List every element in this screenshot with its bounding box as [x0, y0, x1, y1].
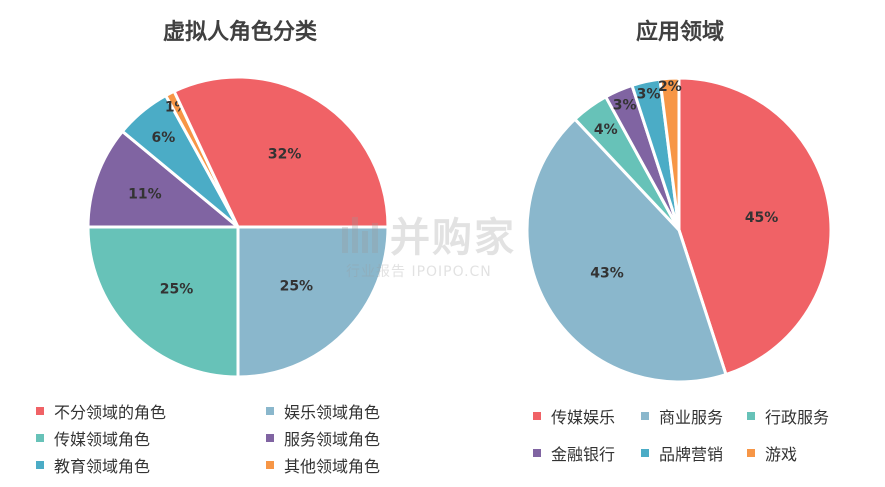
legend-swatch [36, 434, 44, 442]
legend-swatch [36, 461, 44, 469]
legend-item: 品牌营销 [641, 441, 723, 465]
data-label-right-4: 3% [637, 87, 661, 103]
legend-swatch [747, 412, 755, 420]
chart-title-right: 应用领域 [635, 20, 724, 45]
legend-swatch [36, 407, 44, 415]
data-label-left-5: 32% [268, 147, 302, 163]
legend-label: 其他领域角色 [284, 457, 381, 476]
data-label-left-0: 25% [280, 278, 314, 294]
legend-label: 品牌营销 [659, 445, 724, 464]
legend-item: 其他领域角色 [266, 453, 380, 477]
pie-slice-left-0 [236, 225, 390, 379]
legend-item: 金融银行 [533, 441, 615, 465]
legend-swatch [266, 461, 274, 469]
legend-label: 金融银行 [551, 445, 616, 464]
legend-item: 商业服务 [641, 404, 723, 428]
legend-item: 服务领域角色 [266, 426, 380, 450]
chart-title-left: 虚拟人角色分类 [162, 20, 317, 45]
pie-slice-right-0 [677, 76, 833, 377]
legend-label: 传媒领域角色 [54, 430, 151, 449]
legend-label: 娱乐领域角色 [284, 403, 381, 422]
legend-item: 娱乐领域角色 [266, 399, 380, 423]
legend-swatch [747, 449, 755, 457]
legend-item: 教育领域角色 [36, 453, 150, 477]
legend-item: 游戏 [747, 441, 797, 465]
data-label-left-2: 11% [128, 186, 162, 202]
legend-label: 商业服务 [659, 408, 724, 427]
legend-swatch [533, 412, 541, 420]
legend-swatch [641, 449, 649, 457]
legend-item: 行政服务 [747, 404, 829, 428]
legend-swatch [266, 434, 274, 442]
legend-item: 传媒领域角色 [36, 426, 150, 450]
data-label-right-5: 2% [658, 79, 682, 95]
legend-label: 教育领域角色 [54, 457, 151, 476]
legend-label: 行政服务 [765, 408, 830, 427]
legend-swatch [266, 407, 274, 415]
data-label-right-3: 3% [613, 97, 637, 113]
legend-label: 不分领域的角色 [54, 403, 167, 422]
pie-slice-left-1 [86, 225, 240, 379]
legend-label: 传媒娱乐 [551, 408, 616, 427]
legend-swatch [533, 449, 541, 457]
legend-item: 不分领域的角色 [36, 399, 166, 423]
pie-slice-left-2 [86, 129, 243, 229]
pie-slice-left-5 [172, 75, 390, 229]
legend-item: 传媒娱乐 [533, 404, 615, 428]
data-label-right-1: 43% [590, 266, 624, 282]
data-label-right-0: 45% [745, 210, 779, 226]
data-label-left-3: 6% [152, 130, 176, 146]
legend-label: 游戏 [765, 445, 798, 464]
legend-swatch [641, 412, 649, 420]
data-label-left-1: 25% [160, 282, 194, 298]
pie-slice-right-5 [658, 76, 681, 231]
legend-label: 服务领域角色 [284, 430, 381, 449]
pie-slice-right-1 [525, 117, 728, 384]
data-label-right-2: 4% [594, 122, 618, 138]
